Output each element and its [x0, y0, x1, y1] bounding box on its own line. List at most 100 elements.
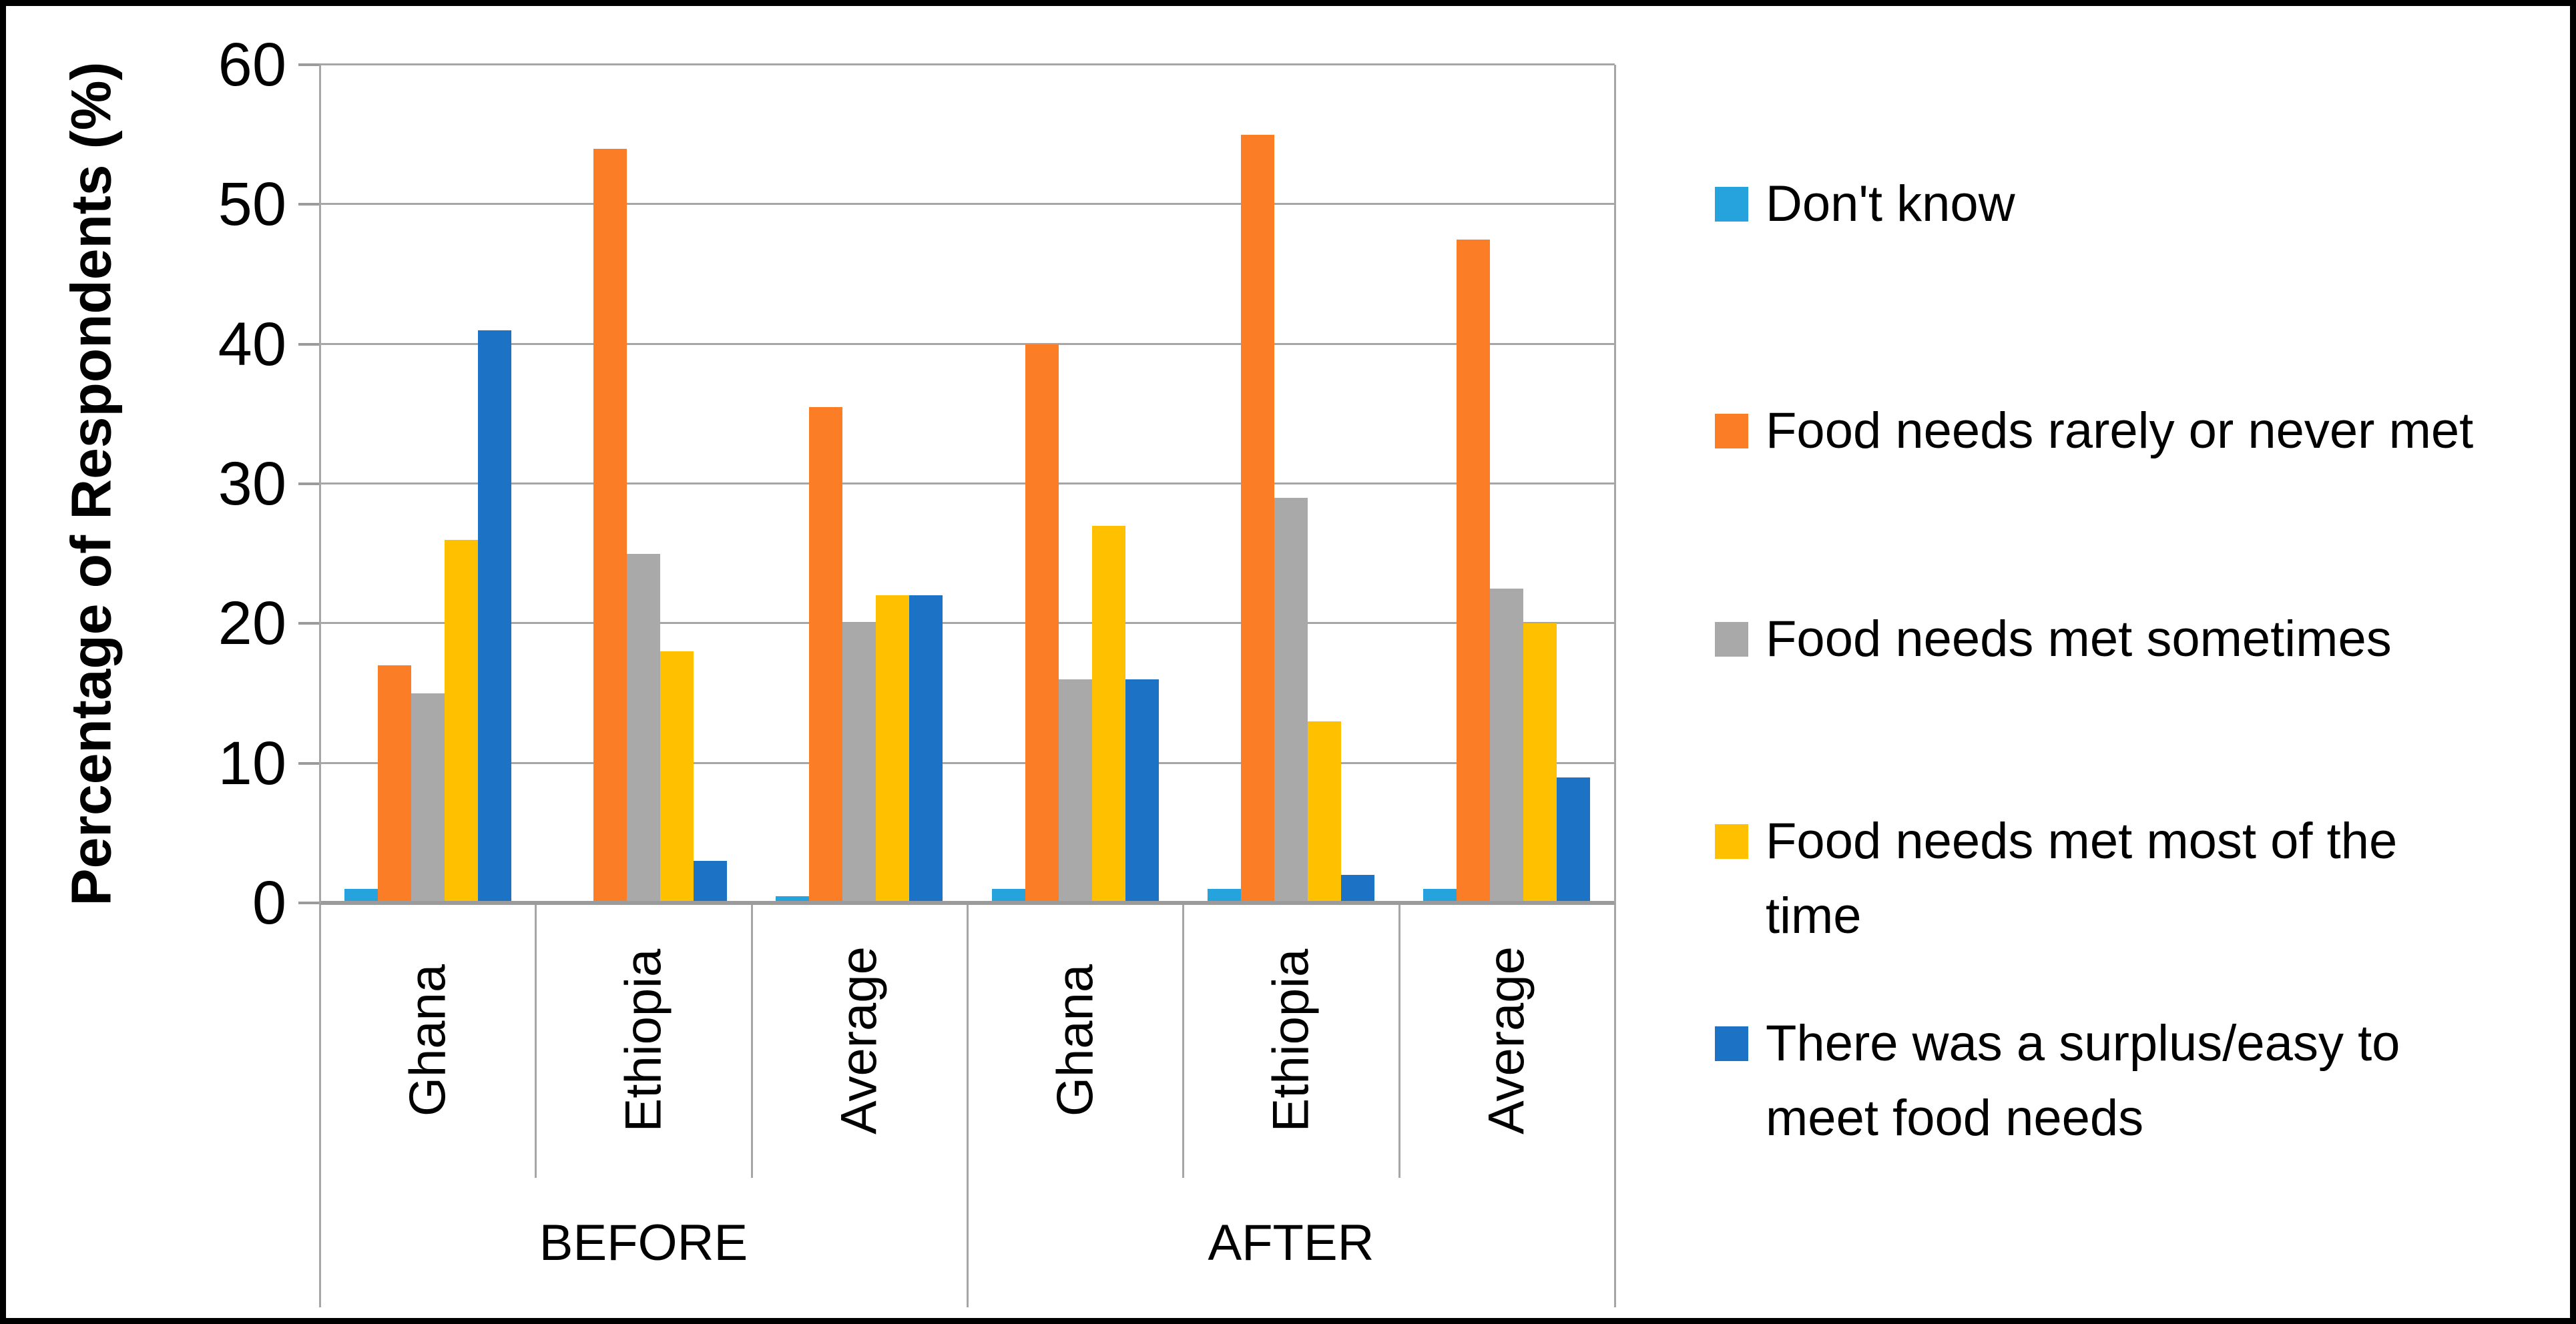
category-separator — [1182, 903, 1185, 1178]
bar — [1307, 721, 1341, 903]
category-label: Ghana — [1047, 964, 1104, 1117]
group-row: BEFORE AFTER — [320, 1178, 1615, 1307]
bar — [626, 553, 660, 903]
y-tick-50 — [298, 203, 320, 206]
legend-label: Food needs met most of the time — [1766, 813, 2398, 944]
bar-group-after-average — [1399, 65, 1615, 903]
group-label-after: AFTER — [1208, 1214, 1374, 1271]
category-label: Ethiopia — [615, 948, 672, 1132]
bar — [477, 330, 511, 903]
legend-swatch-icon — [1715, 824, 1748, 859]
category-label: Average — [1478, 946, 1535, 1134]
bar — [1490, 589, 1524, 903]
category-label: Average — [830, 946, 888, 1134]
legend-item: Food needs met sometimes — [1715, 602, 2487, 677]
gridline-30 — [320, 482, 1615, 484]
bar-group-before-ethiopia — [535, 65, 751, 903]
bar — [1457, 239, 1491, 903]
gridline-50 — [320, 203, 1615, 206]
gridline-40 — [320, 342, 1615, 345]
category-cell: Ghana — [967, 903, 1183, 1178]
y-tick-label-10: 10 — [218, 729, 286, 797]
bar — [809, 406, 843, 903]
legend-swatch-icon — [1715, 622, 1748, 657]
bar — [1058, 679, 1092, 903]
category-label: Ghana — [399, 964, 457, 1117]
y-tick-label-30: 30 — [218, 450, 286, 518]
bar — [1240, 134, 1274, 903]
plot-area: 0 10 20 30 40 50 60 — [218, 34, 1616, 934]
gridline-10 — [320, 761, 1615, 764]
bar — [1274, 497, 1308, 903]
legend-swatch-icon — [1715, 414, 1748, 448]
category-cell: Average — [752, 903, 967, 1178]
bar — [693, 861, 727, 903]
bar-group-before-average — [752, 65, 967, 903]
bar — [444, 539, 478, 903]
legend-item: Food needs met most of the time — [1715, 804, 2487, 954]
legend: Don't know Food needs rarely or never met… — [1715, 139, 2563, 1234]
group-label-before: BEFORE — [539, 1214, 748, 1271]
group-separator — [1614, 903, 1616, 1307]
y-tick-0 — [298, 902, 320, 904]
bar — [776, 896, 810, 903]
group-separator — [967, 903, 969, 1307]
bar — [1340, 875, 1374, 903]
plot-right-border — [1614, 65, 1616, 903]
legend-item: Don't know — [1715, 167, 2487, 242]
bar — [1025, 344, 1059, 903]
legend-item: There was a surplus/easy to meet food ne… — [1715, 1006, 2487, 1156]
category-separator — [1398, 903, 1400, 1178]
legend-label: Food needs met sometimes — [1766, 611, 2392, 667]
bar — [660, 651, 694, 903]
bar — [1557, 777, 1591, 903]
y-tick-label-40: 40 — [218, 310, 286, 378]
category-axis: Ghana Ethiopia Average Ghana Ethiopia Average… — [319, 903, 1616, 1307]
y-tick-20 — [298, 622, 320, 625]
y-tick-30 — [298, 482, 320, 485]
bar — [377, 665, 411, 903]
gridline-60 — [320, 63, 1615, 65]
legend-label: There was a surplus/easy to meet food ne… — [1766, 1015, 2400, 1146]
legend-label: Don't know — [1766, 176, 2015, 232]
category-separator — [750, 903, 753, 1178]
bar — [1125, 679, 1159, 903]
legend-label: Food needs rarely or never met — [1766, 402, 2474, 459]
bar — [1523, 623, 1557, 903]
y-axis-title: Percentage of Respondents (%) — [59, 61, 123, 906]
bar — [411, 693, 445, 903]
y-tick-label-50: 50 — [218, 170, 286, 239]
y-tick-40 — [298, 342, 320, 346]
bar — [909, 595, 943, 903]
bar-group-after-ghana — [967, 65, 1183, 903]
bar — [876, 595, 910, 903]
legend-item: Food needs rarely or never met — [1715, 394, 2487, 468]
y-tick-label-20: 20 — [218, 589, 286, 658]
category-separator — [535, 903, 537, 1178]
bar-group-before-ghana — [320, 65, 535, 903]
y-tick-label-60: 60 — [218, 31, 286, 99]
category-cell: Ethiopia — [535, 903, 751, 1178]
bar-group-after-ethiopia — [1183, 65, 1398, 903]
bar — [991, 889, 1025, 903]
bar — [1091, 525, 1125, 903]
category-cell: Ethiopia — [1183, 903, 1398, 1178]
group-separator — [319, 903, 321, 1307]
legend-swatch-icon — [1715, 187, 1748, 222]
bar — [842, 623, 876, 903]
x-axis-baseline — [320, 901, 1615, 905]
bar — [344, 889, 378, 903]
category-cell: Average — [1399, 903, 1615, 1178]
bar — [1207, 889, 1241, 903]
category-label: Ethiopia — [1262, 948, 1320, 1132]
bar — [593, 148, 627, 903]
bar — [1423, 889, 1457, 903]
y-tick-10 — [298, 761, 320, 765]
legend-swatch-icon — [1715, 1026, 1748, 1061]
gridline-20 — [320, 622, 1615, 625]
y-tick-label-0: 0 — [252, 869, 286, 937]
y-tick-60 — [298, 63, 320, 66]
bars-layer — [320, 65, 1615, 903]
category-cell: Ghana — [320, 903, 535, 1178]
